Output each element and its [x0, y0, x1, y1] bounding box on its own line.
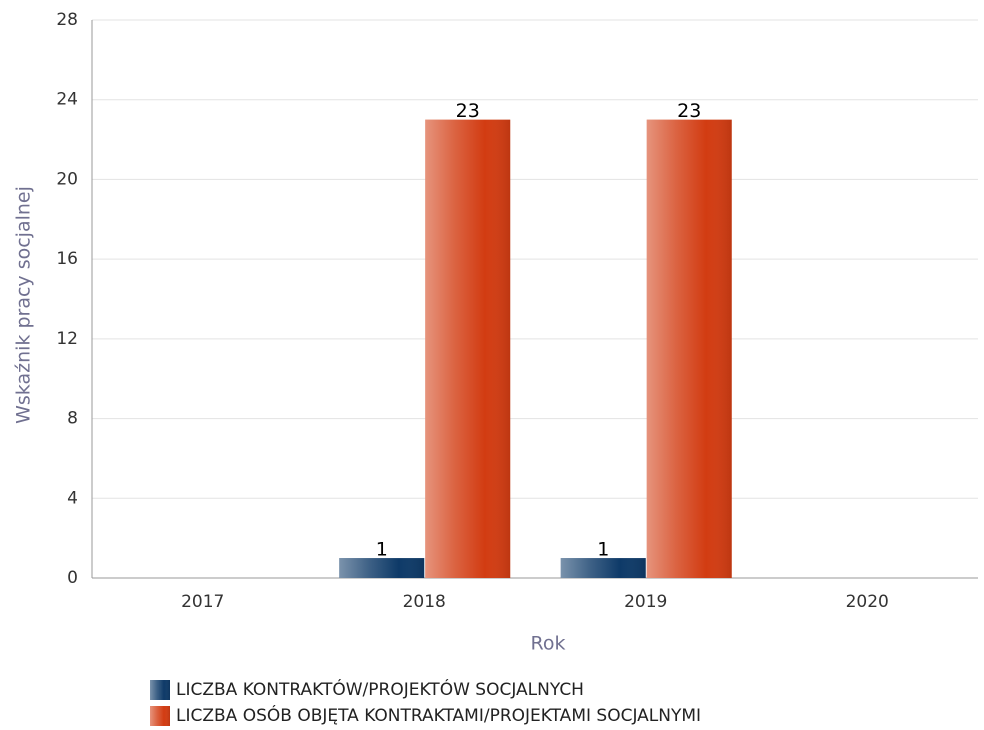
- legend-label: LICZBA KONTRAKTÓW/PROJEKTÓW SOCJALNYCH: [176, 678, 584, 700]
- y-axis-title: Wskaźnik pracy socjalnej: [13, 186, 35, 424]
- y-tick-label: 12: [56, 329, 78, 349]
- x-tick-label: 2018: [403, 592, 446, 612]
- y-tick-label: 8: [67, 409, 78, 429]
- value-label: 1: [597, 539, 609, 561]
- y-tick-label: 4: [67, 488, 78, 508]
- legend-label: LICZBA OSÓB OBJĘTA KONTRAKTAMI/PROJEKTAM…: [176, 704, 701, 726]
- value-label: 23: [456, 100, 480, 122]
- y-tick-label: 28: [56, 10, 78, 30]
- y-tick-label: 20: [56, 169, 78, 189]
- y-tick-label: 24: [56, 90, 78, 110]
- bar-shine: [425, 119, 511, 579]
- legend-swatch-shine: [150, 680, 170, 700]
- y-tick-label: 16: [56, 249, 78, 269]
- y-tick-label: 0: [67, 568, 78, 588]
- x-tick-label: 2017: [181, 592, 224, 612]
- x-tick-label: 2020: [846, 592, 889, 612]
- bar-shine: [560, 558, 646, 578]
- x-axis-title: Rok: [531, 633, 566, 655]
- x-tick-label: 2019: [624, 592, 667, 612]
- value-label: 23: [677, 100, 701, 122]
- bar-shine: [339, 558, 425, 578]
- legend-swatch-shine: [150, 706, 170, 726]
- bar-shine: [646, 119, 732, 579]
- value-label: 1: [376, 539, 388, 561]
